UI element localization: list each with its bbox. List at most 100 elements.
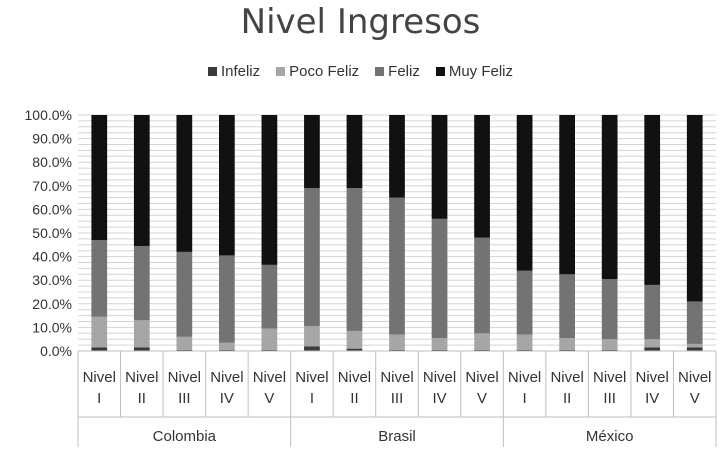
bar-segment-feliz	[176, 251, 193, 337]
bar-segment-feliz	[559, 274, 576, 339]
x-tick-label: Nivel	[125, 369, 158, 386]
y-tick-label: 70.0%	[32, 178, 72, 194]
bar-segment-muy-feliz	[601, 115, 618, 280]
bar-segment-feliz	[261, 264, 278, 329]
x-tick-label: II	[563, 390, 571, 407]
y-tick-label: 100.0%	[25, 107, 72, 123]
bar-segment-feliz	[389, 197, 405, 335]
bar-segment-infeliz	[346, 348, 363, 351]
bar-segment-infeliz	[431, 349, 448, 351]
bar-segment-infeliz	[516, 349, 533, 351]
x-tick-label: IV	[432, 390, 446, 407]
bar-segment-feliz	[91, 240, 108, 317]
bar-segment-muy-feliz	[261, 115, 278, 265]
x-tick-label: Nivel	[380, 369, 413, 386]
bar-segment-feliz	[431, 218, 448, 339]
legend-item-poco-feliz: Poco Feliz	[276, 63, 359, 80]
legend-label-muy-feliz: Muy Feliz	[448, 63, 514, 80]
bar-segment-infeliz	[644, 347, 661, 351]
bar-segment-feliz	[474, 237, 490, 334]
x-group-label: Colombia	[153, 428, 217, 445]
y-tick-label: 60.0%	[32, 201, 72, 217]
bar-segment-muy-feliz	[686, 115, 703, 302]
bar-segment-muy-feliz	[218, 115, 235, 256]
legend-swatch-feliz	[375, 67, 385, 76]
bar-segment-infeliz	[91, 347, 108, 351]
x-tick-label: II	[350, 390, 358, 407]
bar-segment-muy-feliz	[346, 115, 363, 189]
bar-segment-muy-feliz	[389, 115, 405, 198]
y-tick-label: 90.0%	[32, 131, 72, 147]
y-tick-label: 0.0%	[40, 343, 72, 359]
bar-segment-feliz	[644, 284, 661, 340]
y-tick-label: 40.0%	[32, 249, 72, 265]
bar-segment-muy-feliz	[304, 115, 320, 189]
x-tick-label: V	[264, 390, 274, 407]
bar-segment-poco-feliz	[176, 336, 193, 350]
legend-swatch-muy-feliz	[435, 67, 445, 76]
bar-segment-muy-feliz	[176, 115, 193, 252]
x-tick-label: Nivel	[636, 369, 669, 386]
bar-segment-muy-feliz	[516, 115, 533, 271]
x-tick-label: Nivel	[83, 369, 116, 386]
legend-item-infeliz: Infeliz	[207, 63, 261, 80]
x-tick-label: Nivel	[508, 369, 541, 386]
bar-segment-muy-feliz	[91, 115, 108, 241]
bar-segment-poco-feliz	[133, 320, 150, 348]
x-tick-label: I	[310, 390, 314, 407]
x-group-label: Brasil	[378, 428, 416, 445]
bar-segment-poco-feliz	[261, 328, 278, 350]
bar-segment-feliz	[601, 279, 618, 340]
bar-segment-muy-feliz	[644, 115, 661, 285]
legend-label-infeliz: Infeliz	[220, 63, 261, 80]
x-tick-label: Nivel	[550, 369, 583, 386]
bar-segment-poco-feliz	[389, 334, 405, 350]
bar-segment-infeliz	[389, 349, 405, 351]
x-tick-label: Nivel	[465, 369, 498, 386]
x-tick-label: Nivel	[210, 369, 243, 386]
bar-segment-poco-feliz	[559, 338, 576, 350]
bar-segment-infeliz	[218, 349, 235, 351]
legend-swatch-poco-feliz	[276, 67, 286, 76]
bar-segment-muy-feliz	[431, 115, 448, 219]
bar-segment-poco-feliz	[686, 343, 703, 348]
chart-title: Nivel Ingresos	[240, 2, 481, 42]
legend-label-feliz: Feliz	[388, 63, 420, 80]
bar-segment-feliz	[346, 188, 363, 331]
bar-segment-poco-feliz	[644, 339, 661, 348]
legend-item-muy-feliz: Muy Feliz	[435, 63, 514, 80]
bar-segment-infeliz	[304, 346, 320, 351]
x-tick-label: Nivel	[593, 369, 626, 386]
legend-swatch-infeliz	[207, 67, 217, 76]
bar-segment-poco-feliz	[218, 342, 235, 350]
y-tick-label: 20.0%	[32, 296, 72, 312]
legend-item-feliz: Feliz	[375, 63, 420, 80]
bar-segment-muy-feliz	[133, 115, 150, 246]
x-tick-label: Nivel	[338, 369, 371, 386]
bar-segment-poco-feliz	[91, 316, 108, 348]
x-tick-label: III	[178, 390, 191, 407]
bar-segment-infeliz	[133, 347, 150, 351]
x-tick-label: II	[138, 390, 146, 407]
bar-segment-feliz	[304, 188, 320, 327]
legend-label-poco-feliz: Poco Feliz	[289, 63, 360, 80]
bar-segment-infeliz	[601, 349, 618, 351]
bar-segment-infeliz	[176, 349, 193, 351]
x-tick-label: Nivel	[168, 369, 201, 386]
x-tick-label: Nivel	[295, 369, 328, 386]
bar-segment-infeliz	[686, 347, 703, 351]
bar-segment-poco-feliz	[474, 333, 490, 350]
x-tick-label: Nivel	[423, 369, 456, 386]
bar-segment-poco-feliz	[431, 338, 448, 350]
bar-segment-poco-feliz	[304, 326, 320, 347]
bar-segment-muy-feliz	[559, 115, 576, 275]
y-tick-label: 80.0%	[32, 154, 72, 170]
x-group-label: México	[586, 428, 634, 445]
bar-segment-poco-feliz	[601, 339, 618, 350]
x-tick-label: Nivel	[678, 369, 711, 386]
bar-segment-infeliz	[261, 349, 278, 351]
bar-segment-poco-feliz	[516, 334, 533, 350]
x-tick-label: III	[603, 390, 616, 407]
bar-segment-feliz	[218, 255, 235, 343]
